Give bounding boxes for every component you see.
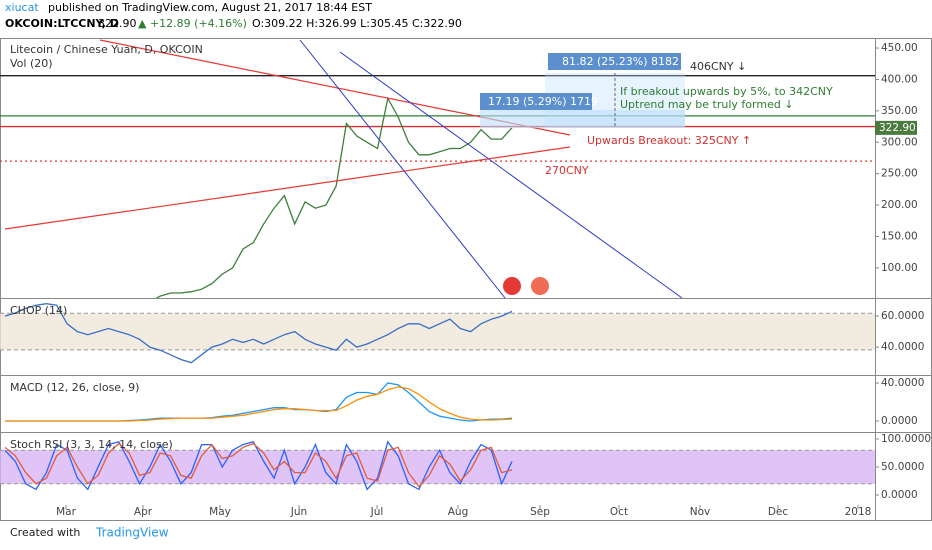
x-tick-label: Jun xyxy=(290,506,307,518)
x-tick-label: Jul xyxy=(370,506,384,518)
user[interactable]: xiucat xyxy=(5,1,39,14)
event-icon[interactable] xyxy=(531,277,549,295)
symbol: OKCOIN:LTCCNY, D xyxy=(5,17,119,30)
trendlines xyxy=(4,39,685,299)
y-tick-label: 400.00 xyxy=(881,73,918,85)
annotation: Upwards Breakout: 325CNY ↑ xyxy=(587,134,751,147)
pane-title: Stoch RSI (3, 3, 14, 14, close) xyxy=(10,438,173,451)
pane-title: MACD (12, 26, close, 9) xyxy=(10,381,139,394)
y-tick-label: 100.00 xyxy=(881,262,918,274)
annotation: If breakout upwards by 5%, to 342CNY xyxy=(620,85,833,98)
series-line xyxy=(4,440,513,491)
y-tick-label: 0.0000 xyxy=(881,415,918,427)
y-tick-label: 100.0000 xyxy=(881,433,931,445)
series-line xyxy=(4,303,513,364)
annotation: 406CNY ↓ xyxy=(690,60,746,73)
trendline xyxy=(4,146,571,230)
y-tick-label: 350.00 xyxy=(881,105,918,117)
pane xyxy=(0,303,875,364)
event-icon[interactable] xyxy=(503,277,521,295)
measure-label-box xyxy=(548,53,681,70)
y-tick-label: 0.0000 xyxy=(881,489,918,501)
series-line xyxy=(5,386,513,422)
annotation: Uptrend may be truly formed ↓ xyxy=(620,98,794,111)
trendline xyxy=(339,51,683,299)
last-price-box xyxy=(875,120,917,135)
band xyxy=(0,313,875,350)
published: published on TradingView.com, August 21,… xyxy=(48,1,372,14)
y-tick-label: 300.00 xyxy=(881,136,918,148)
pane-title: CHOP (14) xyxy=(10,304,67,317)
x-tick-label: Dec xyxy=(768,506,789,518)
x-tick-label: Oct xyxy=(610,506,628,518)
pane xyxy=(0,440,875,491)
pane-title: Litecoin / Chinese Yuan, D, OKCOIN xyxy=(10,43,203,56)
y-tick-label: 40.0000 xyxy=(881,377,924,389)
last-price-label: 322.90 xyxy=(879,122,916,134)
series-line xyxy=(4,442,513,488)
x-tick-label: Apr xyxy=(134,506,153,518)
footer-created: Created with xyxy=(10,526,80,539)
trendline xyxy=(299,39,506,299)
y-tick-label: 150.00 xyxy=(881,230,918,242)
measure-label: 81.82 (25.23%) 8182 xyxy=(562,55,679,68)
y-tick-label: 40.0000 xyxy=(881,341,924,353)
pane xyxy=(0,75,875,298)
measure-box xyxy=(480,110,685,128)
band xyxy=(0,450,875,484)
pane xyxy=(5,382,513,422)
y-tick-label: 50.0000 xyxy=(881,461,924,473)
x-tick-label: Mar xyxy=(56,506,76,518)
annotation: 270CNY xyxy=(545,164,589,177)
change: ▲ +12.89 (+4.16%) xyxy=(138,17,247,30)
y-tick-label: 60.0000 xyxy=(881,310,924,322)
measure-label-box xyxy=(480,93,592,110)
measure-label: 17.19 (5.29%) 1719 xyxy=(488,95,598,108)
x-tick-label: 2018 xyxy=(845,506,872,518)
y-tick-label: 450.00 xyxy=(881,42,918,54)
x-tick-label: Nov xyxy=(690,506,711,518)
footer-brand[interactable]: TradingView xyxy=(95,526,169,540)
ohlc: O:309.22 H:326.99 L:305.45 C:322.90 xyxy=(252,17,462,30)
y-tick-label: 250.00 xyxy=(881,168,918,180)
x-tick-label: Sep xyxy=(530,506,550,518)
last-price: 322.90 xyxy=(98,17,137,30)
x-tick-label: Aug xyxy=(448,506,469,518)
y-tick-label: 200.00 xyxy=(881,199,918,211)
x-tick-label: May xyxy=(209,506,231,518)
pane-subtitle: Vol (20) xyxy=(10,57,53,70)
series-line xyxy=(155,96,513,298)
